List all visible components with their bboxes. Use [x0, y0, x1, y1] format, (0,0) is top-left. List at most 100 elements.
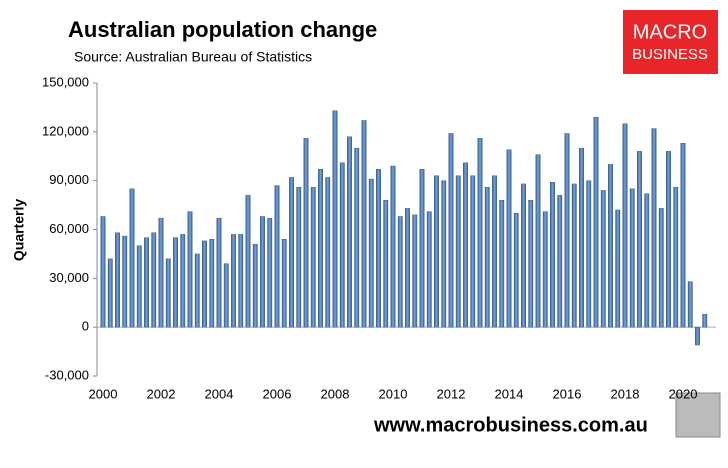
- bar: [412, 214, 418, 328]
- bar: [535, 154, 541, 328]
- x-tick-label: 2002: [147, 386, 176, 401]
- bar: [361, 120, 367, 328]
- x-tick-label: 2014: [495, 386, 524, 401]
- brand-line1: MACRO: [633, 21, 707, 43]
- y-tick-label: 120,000: [42, 123, 89, 138]
- bar: [441, 180, 447, 328]
- x-tick-label: 2012: [437, 386, 466, 401]
- y-tick-label: 90,000: [49, 172, 89, 187]
- bar: [332, 110, 338, 328]
- bar: [666, 151, 671, 328]
- chart-title: Australian population change: [68, 17, 377, 42]
- bar: [339, 162, 345, 328]
- bar: [310, 186, 316, 328]
- bar: [216, 217, 222, 328]
- bar: [470, 175, 476, 328]
- bar: [695, 326, 700, 346]
- bar: [122, 235, 128, 328]
- bar: [405, 208, 410, 328]
- x-tick-label: 2006: [263, 386, 292, 401]
- bar: [165, 258, 171, 328]
- bar: [281, 239, 287, 328]
- chart-subtitle: Source: Australian Bureau of Statistics: [74, 49, 312, 65]
- bar: [586, 180, 592, 328]
- bar: [673, 186, 679, 328]
- bar: [267, 217, 273, 328]
- bar: [528, 199, 534, 328]
- bar: [434, 175, 439, 328]
- bar: [180, 234, 186, 328]
- y-tick-label: 0: [82, 319, 89, 334]
- bar: [426, 211, 432, 328]
- bar: [289, 177, 294, 328]
- bar: [499, 199, 505, 328]
- bar: [354, 147, 360, 328]
- bar: [492, 175, 497, 328]
- bar: [615, 209, 621, 328]
- bar: [296, 186, 302, 328]
- x-tick-label: 2018: [611, 386, 640, 401]
- bar: [325, 177, 331, 328]
- bar: [550, 182, 555, 328]
- bar: [390, 165, 396, 328]
- bar: [608, 164, 613, 328]
- bar: [506, 149, 512, 328]
- bar: [484, 186, 490, 328]
- bar: [557, 195, 563, 328]
- bar: [231, 234, 236, 328]
- bar: [622, 123, 628, 328]
- x-tick-label: 2016: [553, 386, 582, 401]
- bar: [455, 175, 461, 328]
- bar: [151, 232, 157, 328]
- bar: [564, 133, 570, 328]
- bar: [629, 188, 635, 328]
- bar: [260, 216, 265, 328]
- bar: [209, 239, 215, 328]
- bar: [223, 263, 229, 328]
- bar: [107, 258, 113, 328]
- brand-line2: BUSINESS: [632, 46, 708, 63]
- bar: [463, 162, 468, 328]
- y-tick-label: -30,000: [45, 367, 89, 382]
- bar: [644, 193, 650, 328]
- bar: [173, 237, 178, 328]
- bar: [100, 216, 106, 328]
- bar: [136, 245, 142, 328]
- bar: [303, 138, 309, 328]
- bar: [419, 169, 425, 328]
- y-tick-label: 60,000: [49, 221, 89, 236]
- bar: [651, 128, 657, 328]
- brand-box: [623, 10, 718, 74]
- bar: [238, 234, 244, 328]
- bar: [579, 147, 584, 328]
- bar: [274, 185, 280, 328]
- bar: [376, 169, 381, 328]
- bar: [521, 183, 526, 328]
- bar: [397, 216, 403, 328]
- y-tick-label: 150,000: [42, 74, 89, 89]
- bar: [383, 199, 389, 328]
- bar: [368, 178, 374, 328]
- y-axis-label: Quarterly: [11, 199, 27, 261]
- bar: [194, 253, 200, 328]
- bar: [542, 211, 548, 328]
- footer-url: www.macrobusiness.com.au: [373, 414, 648, 436]
- x-tick-label: 2008: [321, 386, 350, 401]
- bar: [115, 232, 120, 328]
- bar: [687, 281, 693, 328]
- y-tick-label: 30,000: [49, 270, 89, 285]
- bar: [702, 313, 708, 328]
- bar: [513, 213, 519, 328]
- bar: [571, 183, 577, 328]
- x-tick-label: 2010: [379, 386, 408, 401]
- bar: [252, 243, 258, 328]
- x-tick-label: 2000: [89, 386, 118, 401]
- bar: [245, 195, 251, 328]
- bar: [187, 211, 193, 328]
- bar: [637, 151, 642, 328]
- bar: [347, 136, 352, 328]
- bar: [658, 208, 664, 328]
- bar: [202, 240, 207, 328]
- x-tick-label: 2020: [669, 386, 698, 401]
